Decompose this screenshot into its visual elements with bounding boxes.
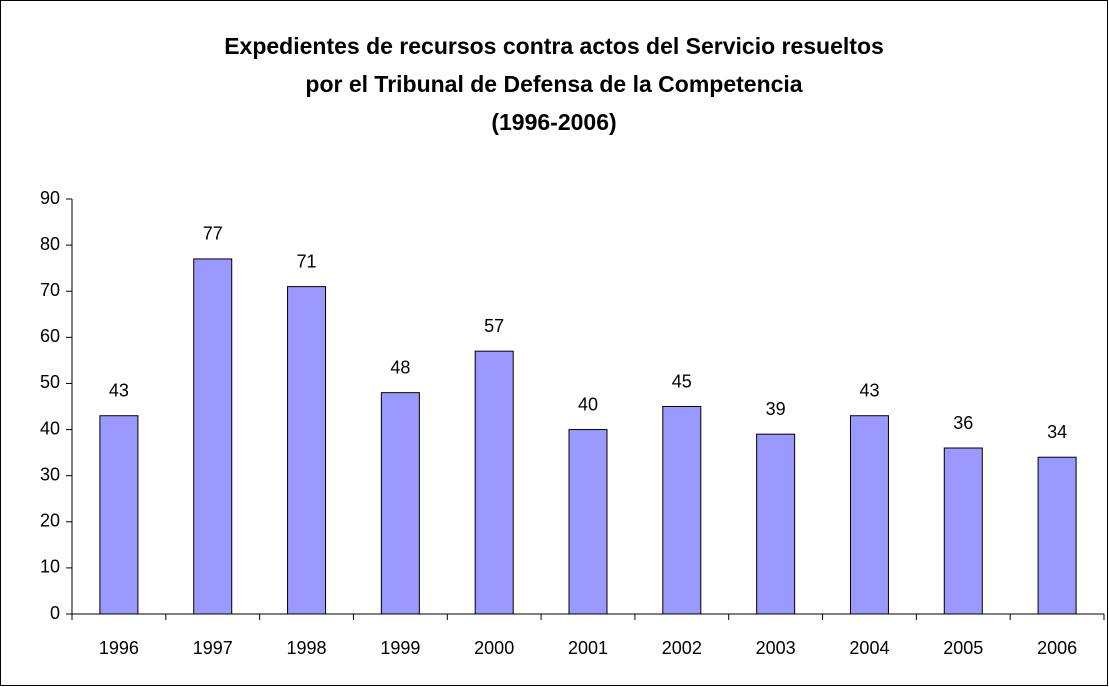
x-tick-label: 1998: [287, 638, 327, 658]
data-label: 40: [578, 394, 598, 414]
data-label: 43: [109, 380, 129, 400]
bar: [1037, 456, 1077, 615]
x-tick-label: 2003: [756, 638, 796, 658]
data-label: 48: [390, 357, 410, 377]
bar: [662, 406, 702, 615]
data-label: 39: [766, 399, 786, 419]
y-tick-label: 10: [40, 557, 60, 577]
x-tick-label: 1997: [193, 638, 233, 658]
bar: [943, 447, 983, 615]
bar: [193, 258, 233, 615]
y-tick-label: 90: [40, 188, 60, 208]
bar: [380, 392, 420, 615]
data-label: 45: [672, 371, 692, 391]
y-tick-label: 0: [50, 603, 60, 623]
x-tick-label: 2005: [943, 638, 983, 658]
chart-title: por el Tribunal de Defensa de la Compete…: [305, 71, 802, 97]
chart-title: Expedientes de recursos contra actos del…: [224, 33, 884, 59]
x-tick-label: 2004: [849, 638, 889, 658]
bar: [568, 429, 608, 615]
x-tick-label: 2006: [1037, 638, 1077, 658]
x-tick-label: 2000: [474, 638, 514, 658]
y-tick-label: 50: [40, 372, 60, 392]
chart-title: (1996-2006): [491, 109, 616, 135]
data-label: 43: [859, 380, 879, 400]
x-tick-label: 1996: [99, 638, 139, 658]
y-tick-label: 20: [40, 511, 60, 531]
x-tick-label: 2001: [568, 638, 608, 658]
bar: [287, 286, 327, 615]
x-tick-label: 1999: [380, 638, 420, 658]
data-label: 36: [953, 413, 973, 433]
y-tick-label: 40: [40, 418, 60, 438]
bar: [474, 350, 514, 615]
y-tick-label: 60: [40, 326, 60, 346]
y-tick-label: 80: [40, 234, 60, 254]
bar: [849, 415, 889, 615]
data-label: 57: [484, 316, 504, 336]
data-label: 71: [297, 251, 317, 271]
data-label: 77: [203, 224, 223, 244]
bar: [756, 433, 796, 615]
bar: [99, 415, 139, 615]
x-tick-label: 2002: [662, 638, 702, 658]
y-tick-label: 70: [40, 280, 60, 300]
y-tick-label: 30: [40, 464, 60, 484]
data-label: 34: [1047, 422, 1067, 442]
